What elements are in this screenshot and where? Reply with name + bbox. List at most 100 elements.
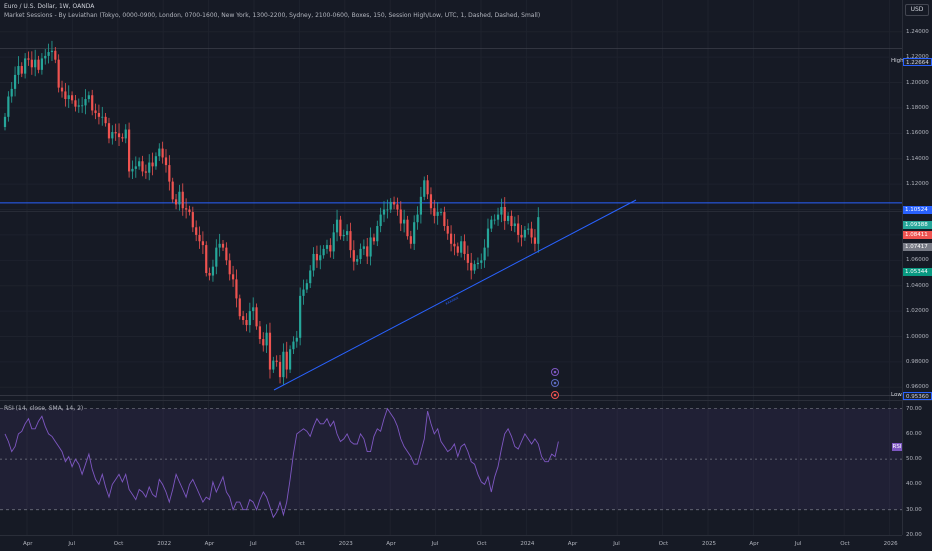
candle [245, 313, 248, 332]
candle-body [517, 223, 520, 235]
candle [282, 343, 285, 385]
candle [413, 215, 416, 250]
candle [456, 242, 459, 257]
candle-body [409, 236, 412, 244]
candle [211, 259, 215, 282]
candle-body [288, 349, 292, 370]
candle-body [309, 270, 312, 284]
candle-body [64, 91, 67, 100]
candle-body [84, 99, 87, 106]
candle [403, 209, 406, 233]
price-tick-label: 1.00000 [906, 333, 929, 340]
candle [171, 177, 174, 203]
time-tick-label: Apr [749, 541, 759, 547]
last-price-badge: 1.09388 [903, 221, 932, 229]
candle-body [161, 148, 164, 158]
candle-body [426, 180, 429, 195]
candle-body [195, 227, 198, 235]
event-icon-dot [553, 393, 557, 397]
candle-body [211, 266, 215, 276]
candle [17, 56, 20, 84]
symbol-legend[interactable]: Euro / U.S. Dollar, 1W, OANDA [4, 3, 95, 10]
candle [74, 94, 77, 112]
candle [379, 207, 382, 233]
candle-body [268, 332, 272, 370]
candle [386, 199, 389, 219]
candle [27, 51, 30, 66]
candle [60, 80, 64, 98]
rsi-pane[interactable]: RSI (14, close, SMA, 14, 2) [0, 401, 902, 535]
candle-body [369, 237, 372, 257]
rsi-chart[interactable] [0, 401, 902, 535]
candle-body [252, 307, 255, 312]
pane-separator[interactable] [0, 400, 932, 401]
candle-body [530, 228, 533, 238]
price-tick-label: 1.24000 [906, 28, 929, 35]
candle [352, 240, 355, 271]
candle [419, 186, 422, 224]
candle [382, 201, 386, 223]
candle [148, 154, 151, 181]
candle-body [181, 191, 184, 209]
time-tick-label: Apr [204, 541, 215, 547]
candlestick-chart[interactable]: xxxxxx [0, 0, 902, 400]
candle-body [429, 194, 433, 209]
candle-body [493, 219, 496, 221]
event-icon-dot [553, 381, 557, 385]
price-pane[interactable]: xxxxxx Euro / U.S. Dollar, 1W, OANDA Mar… [0, 0, 902, 400]
candle [91, 89, 94, 116]
candle-body [520, 234, 523, 238]
candle [174, 194, 178, 210]
price-axis[interactable] [902, 0, 932, 535]
candle [104, 113, 107, 127]
time-tick-label: Jul [250, 541, 257, 547]
candle [496, 207, 500, 226]
candle-body [215, 247, 218, 267]
candle [151, 152, 154, 176]
candle [510, 210, 513, 231]
candle [54, 46, 57, 64]
candle-body [433, 208, 436, 216]
candle-body [91, 95, 94, 111]
rsi-legend[interactable]: RSI (14, close, SMA, 14, 2) [4, 405, 84, 412]
high-label: High [891, 58, 904, 64]
candle [13, 66, 17, 97]
candle [24, 53, 27, 79]
candle [346, 224, 349, 242]
grey-price-badge: 1.07417 [903, 243, 932, 251]
candle-body [272, 360, 275, 370]
time-tick-label: 2025 [702, 541, 716, 547]
candle-body [124, 129, 127, 139]
candle-body [325, 245, 329, 249]
candle-body [208, 273, 211, 276]
candle-body [322, 248, 325, 256]
candle [7, 91, 10, 122]
candle [101, 106, 104, 126]
candle-body [282, 351, 285, 378]
trendline-label: xxxxxx [444, 295, 459, 306]
candle [453, 233, 456, 256]
currency-button[interactable]: USD [905, 4, 929, 16]
candle [231, 265, 235, 287]
candle [275, 355, 278, 367]
candle [87, 91, 90, 103]
candle-body [413, 222, 416, 244]
indicator-legend[interactable]: Market Sessions - By Leviathan (Tokyo, 0… [4, 12, 541, 19]
candle [34, 49, 37, 77]
candle [329, 238, 332, 258]
candle-body [278, 361, 282, 378]
candle-body [168, 165, 171, 182]
candle [228, 253, 231, 281]
candle [185, 198, 188, 219]
candle [443, 206, 446, 231]
candle [359, 243, 362, 264]
candle-body [362, 246, 365, 249]
candle-body [70, 95, 74, 101]
candle [342, 229, 345, 241]
time-axis[interactable] [0, 535, 902, 551]
candle-body [299, 295, 302, 338]
candle [127, 122, 131, 178]
candle-body [396, 204, 399, 210]
candle [356, 255, 359, 266]
candle [473, 260, 476, 274]
